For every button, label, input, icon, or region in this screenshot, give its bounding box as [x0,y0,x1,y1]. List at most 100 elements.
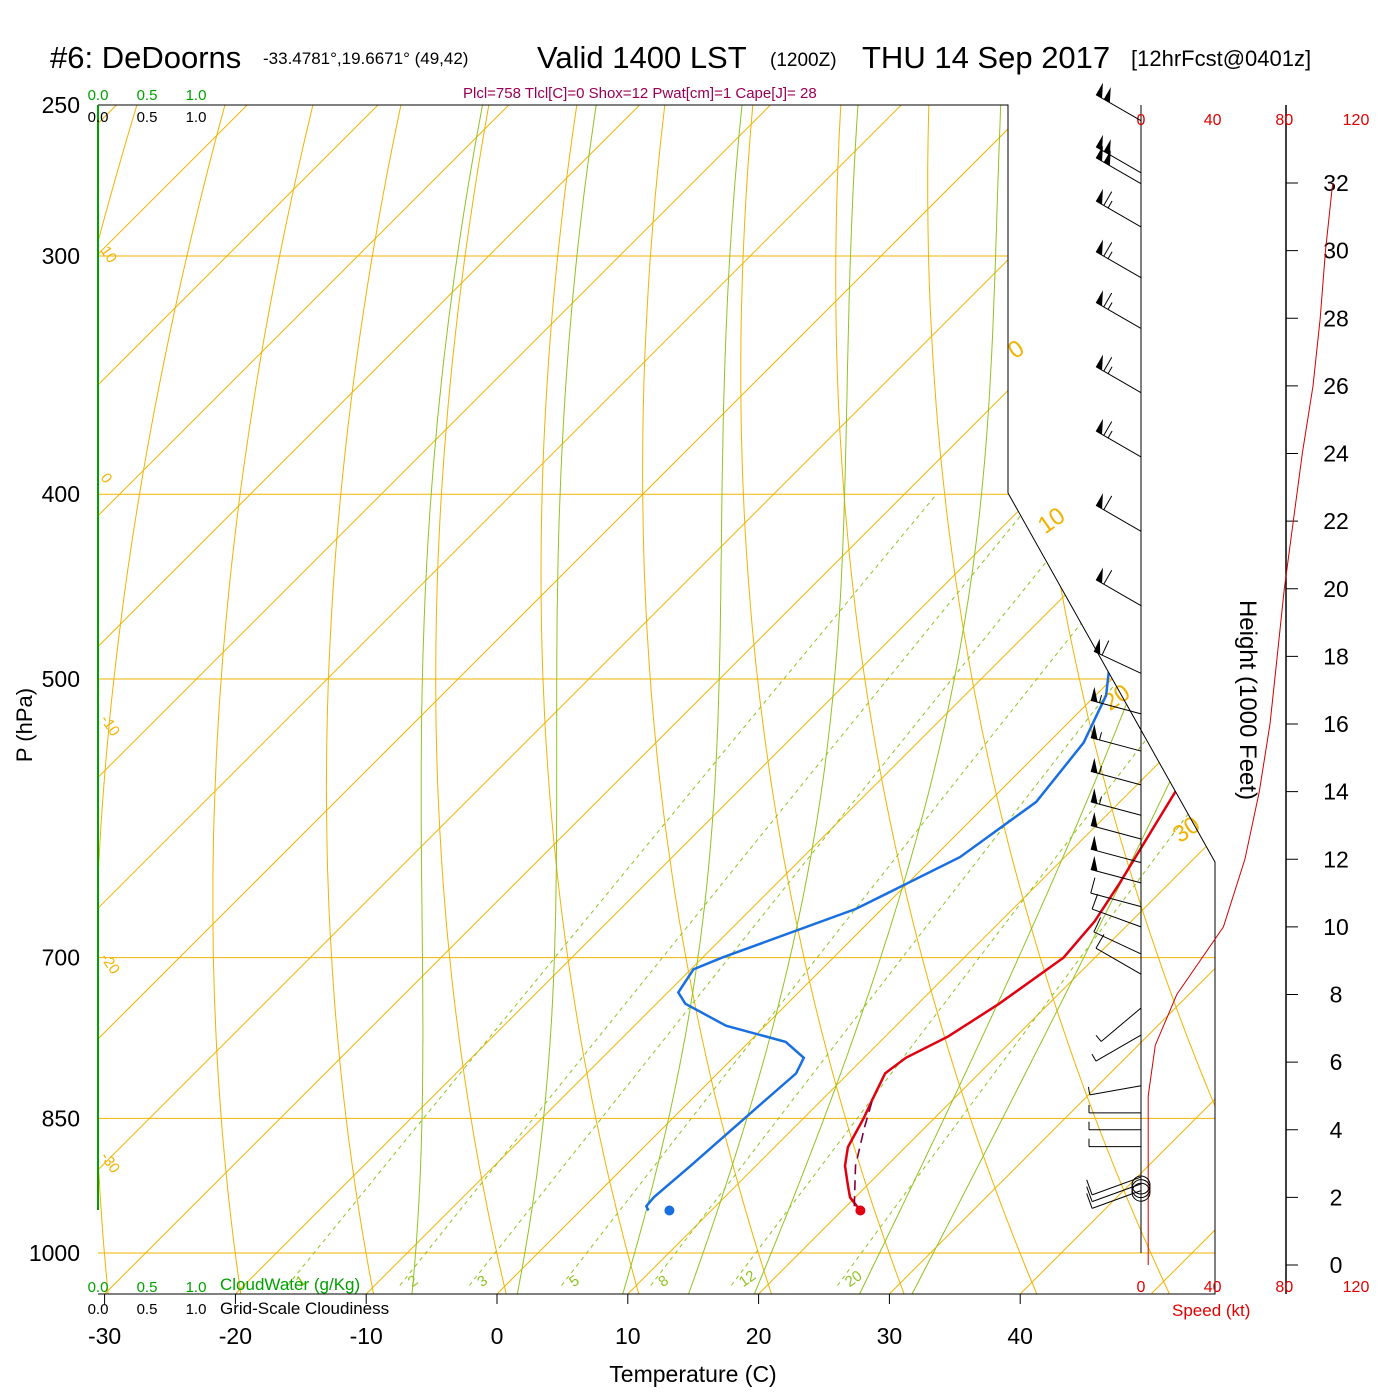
surface-temperature-marker [855,1205,866,1216]
wind-barb-pennant [1090,686,1098,703]
height-tick-label: 24 [1323,441,1349,467]
mixing-ratio-label: 5 [566,1272,583,1291]
temp-tick-label: 10 [615,1323,641,1349]
height-tick-label: 30 [1323,238,1349,264]
temp-tick-label: 0 [491,1323,504,1349]
temp-tick-label: -30 [88,1323,121,1349]
isotherm-line [497,105,1215,1294]
mixing-ratio-line [730,493,1215,1286]
height-tick-label: 12 [1323,846,1349,872]
height-tick-label: 32 [1323,170,1349,196]
wind-barb-shaft [1095,146,1142,174]
wind-barb-shaft [1095,430,1142,458]
wind-barb-pennant [1095,493,1103,509]
wind-barb-pennant [1095,188,1103,205]
wind-barb-shaft [1095,366,1142,394]
speed-tick-label-bottom: 120 [1343,1279,1370,1296]
wind-barb-shaft [1093,650,1142,674]
dry-adiabat-line [835,105,1041,1294]
sounding-indices: Plcl=758 Tlcl[C]=0 Shox=12 Pwat[cm]=1 Ca… [463,85,817,102]
wind-barb-shaft [1095,200,1142,228]
wind-barb-full [1086,1193,1093,1209]
mixing-ratio-label: 3 [474,1272,491,1291]
cloudiness-label: Grid-Scale Cloudiness [220,1299,389,1318]
wind-barb-full [1103,292,1113,308]
speed-tick-label-bottom: 80 [1275,1279,1293,1296]
cloud-tick-bottom-green: 0.5 [137,1279,158,1296]
wind-barb-shaft [1091,908,1142,928]
calm-wind-circle [1131,1179,1151,1199]
pressure-tick-label: 700 [42,945,80,971]
temp-tick-label: 30 [877,1323,903,1349]
wind-barb-pennant [1095,82,1103,99]
pressure-tick-label: 250 [42,92,80,118]
mixing-ratio-label: 2 [405,1272,422,1291]
plot-border [98,104,1216,1295]
mixing-ratio-line [561,493,1185,1286]
dry-adiabat-label: 0 [1003,335,1029,365]
wind-barb-pennant [1090,724,1098,740]
wind-barb-full [1103,495,1113,511]
height-tick-label: 18 [1323,643,1349,669]
speed-profile-line [1147,182,1334,1265]
wind-barb-pennant [1103,150,1111,166]
wind-barb-shaft [1089,1085,1142,1096]
wind-barb-full [1093,917,1102,933]
wind-barb-full [1101,640,1110,656]
forecast-info: [12hrFcst@0401z] [1131,46,1311,71]
isotherm-label: -30 [97,1149,123,1177]
isotherm-line [1151,105,1215,1294]
moist-adiabat-line [685,105,864,1294]
wind-barb-shaft [1091,1183,1142,1203]
cloudwater-label: CloudWater (g/Kg) [220,1275,360,1294]
pressure-tick-label: 500 [42,666,80,692]
height-axis-title: Height (1000 Feet) [1234,600,1261,800]
dry-adiabat-line [1016,105,1215,1294]
wind-barb-pennant [1095,567,1103,584]
speed-tick-label-bottom: 40 [1204,1279,1222,1296]
wind-barb-half [1107,200,1113,209]
isotherm-line [628,105,1215,1294]
wind-barb-shaft [1095,157,1142,185]
wind-barb-shaft [1091,1176,1142,1196]
moist-adiabat-line [620,105,751,1294]
mixing-ratio-line [469,493,1102,1286]
cloud-tick-top-black: 0.0 [88,109,109,126]
isotherm-label: -10 [97,712,123,740]
wind-barb-shaft [1090,868,1142,884]
wind-barb-pennant [1095,145,1103,162]
temp-tick-label: -20 [219,1323,252,1349]
wind-barb-pennant [1095,134,1103,151]
mixing-ratio-label: 12 [736,1267,759,1290]
height-tick-label: 16 [1323,711,1349,737]
wind-barb-shaft [1095,504,1142,532]
calm-wind-circle [1131,1182,1151,1202]
wind-barb-pennant [1103,139,1111,155]
speed-axis-title: Speed (kt) [1172,1301,1250,1320]
moist-adiabat-line [515,105,608,1294]
dry-adiabat-line [642,105,775,1294]
wind-barb-pennant [1090,788,1098,804]
height-tick-label: 4 [1330,1117,1343,1143]
wind-barb-pennant [1090,835,1098,851]
dry-adiabat-label: 30 [1168,811,1205,848]
wind-barb-full [1103,357,1113,372]
temp-tick-label: -10 [350,1323,383,1349]
wind-panel: 0246810121416182022242628303200404080801… [1086,82,1370,1296]
speed-tick-label-bottom: 0 [1137,1279,1146,1296]
wind-barb-full [1091,893,1099,910]
mixing-ratio-line [399,493,1039,1286]
surface-dewpoint-marker [664,1205,675,1216]
mixing-ratio-line [287,493,937,1286]
cloud-tick-top-black: 1.0 [186,109,207,126]
isotherm-line [758,105,1215,1294]
wind-barb-pennant [1095,354,1103,371]
wind-barb-shaft [1090,848,1142,864]
wind-barb-shaft [1095,1034,1142,1062]
isotherm-line [104,105,1215,1294]
height-tick-label: 8 [1330,982,1343,1008]
dry-adiabat-line [1361,36,1400,1301]
cloud-tick-bottom-black: 1.0 [186,1301,207,1318]
